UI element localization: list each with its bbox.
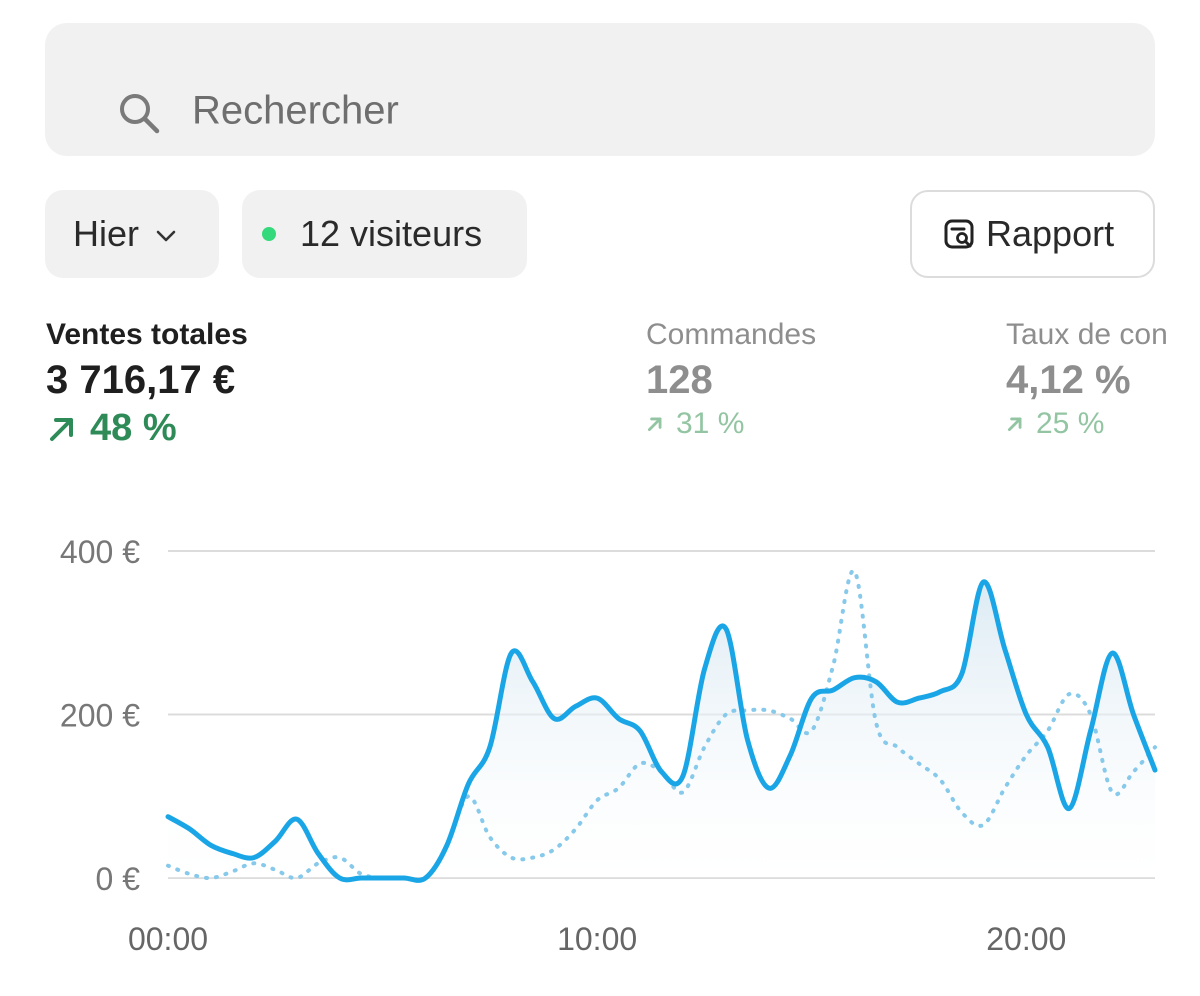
- metric-value: 128: [646, 358, 713, 402]
- sales-chart: 400 € 200 € 0 € 00:00 10:00 20:00: [60, 534, 1158, 957]
- x-tick-label: 10:00: [557, 921, 637, 957]
- chevron-down-icon: [156, 230, 176, 242]
- report-icon: [944, 219, 974, 249]
- date-range-label: Hier: [73, 213, 140, 254]
- search-bar[interactable]: Rechercher: [45, 23, 1155, 156]
- metric-change: 31 %: [646, 407, 816, 441]
- search-input[interactable]: Rechercher: [192, 88, 399, 133]
- x-tick-label: 20:00: [986, 921, 1066, 957]
- arrow-up-right-icon: [1007, 417, 1022, 432]
- metric-label: Taux de con: [1006, 318, 1168, 351]
- y-tick-label: 200 €: [60, 698, 140, 734]
- metric-change-value: 25 %: [1036, 407, 1105, 440]
- metric-value: 3 716,17 €: [46, 358, 236, 402]
- series-area: [168, 581, 1155, 881]
- metric-conversion-rate[interactable]: Taux de con 4,12 % 25 %: [1006, 318, 1168, 441]
- sales-series-line: [165, 579, 1158, 883]
- live-visitors-button[interactable]: 12 visiteurs: [242, 190, 527, 278]
- y-tick-label: 0 €: [96, 861, 141, 897]
- metric-label: Ventes totales: [46, 318, 248, 351]
- metric-change-value: 48 %: [90, 407, 177, 449]
- metric-total-sales[interactable]: Ventes totales 3 716,17 € 48 %: [46, 318, 248, 450]
- search-icon: [120, 94, 160, 134]
- live-status-dot: [262, 227, 276, 241]
- arrow-up-right-icon: [50, 417, 73, 441]
- metric-label: Commandes: [646, 318, 817, 351]
- metric-change: 48 %: [46, 407, 248, 450]
- metric-change: 25 %: [1006, 407, 1168, 441]
- visitors-label: 12 visiteurs: [300, 213, 483, 254]
- report-label: Rapport: [986, 213, 1115, 254]
- metric-orders[interactable]: Commandes 128 31 %: [646, 318, 816, 441]
- metric-value: 4,12 %: [1006, 358, 1131, 402]
- comparison-series-line: [166, 568, 1157, 883]
- date-range-dropdown[interactable]: Hier: [45, 190, 219, 278]
- y-tick-label: 400 €: [60, 534, 140, 570]
- report-button[interactable]: Rapport: [910, 190, 1155, 278]
- x-tick-label: 00:00: [128, 921, 208, 957]
- arrow-up-right-icon: [647, 417, 662, 432]
- metric-change-value: 31 %: [676, 407, 745, 440]
